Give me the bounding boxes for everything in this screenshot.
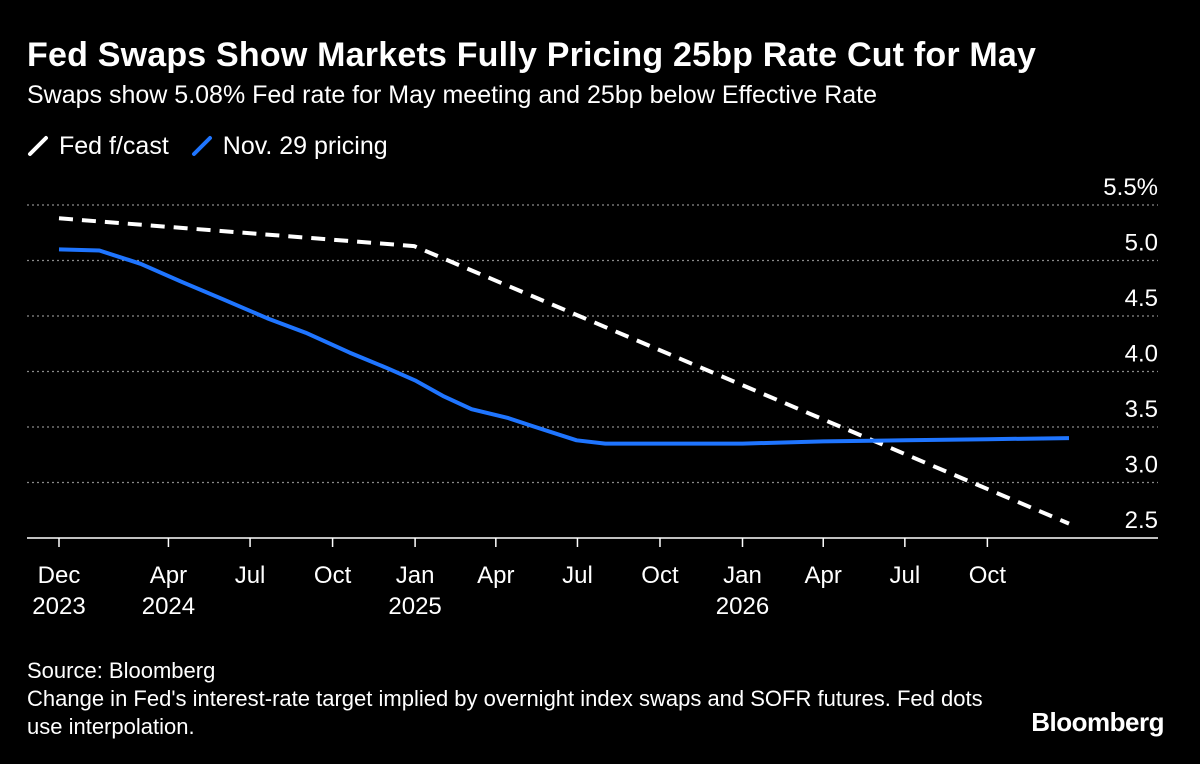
y-tick-label: 4.5 — [1125, 285, 1158, 312]
note-text: Change in Fed's interest-rate target imp… — [27, 686, 983, 739]
chart-legend: Fed f/cast Nov. 29 pricing — [27, 131, 410, 161]
x-tick-label: Oct — [314, 562, 352, 589]
x-tick-label: Apr — [805, 562, 842, 589]
y-tick-label: 5.5% — [1103, 174, 1158, 201]
legend-item-pricing: Nov. 29 pricing — [191, 132, 388, 161]
x-tick-label: Oct — [969, 562, 1007, 589]
x-tick-label: Jul — [890, 562, 921, 589]
chart-footer: Source: Bloomberg Change in Fed's intere… — [27, 657, 987, 741]
x-tick-label: Dec — [38, 562, 81, 589]
x-tick-label: Jan — [396, 562, 435, 589]
fed-forecast-line — [58, 216, 1070, 526]
x-tick-year-label: 2023 — [32, 593, 85, 620]
chart-title: Fed Swaps Show Markets Fully Pricing 25b… — [27, 36, 1037, 74]
source-text: Source: Bloomberg — [27, 658, 216, 683]
x-tick-year-label: 2026 — [716, 593, 769, 620]
bloomberg-logo: Bloomberg — [1031, 707, 1164, 737]
swaps-pricing-line — [58, 247, 1070, 446]
x-tick-label: Jul — [235, 562, 266, 589]
x-tick-label: Oct — [641, 562, 679, 589]
x-tick-year-label: 2025 — [388, 593, 441, 620]
chart-subtitle: Swaps show 5.08% Fed rate for May meetin… — [27, 81, 878, 109]
x-tick-label: Jul — [562, 562, 593, 589]
solid-line-swatch-icon — [191, 136, 212, 156]
x-tick-year-label: 2024 — [142, 593, 195, 620]
y-tick-label: 3.0 — [1125, 452, 1158, 479]
dashed-line-swatch-icon — [28, 136, 48, 156]
y-tick-label: 4.0 — [1125, 341, 1158, 368]
legend-label: Nov. 29 pricing — [222, 131, 388, 160]
x-tick-label: Apr — [150, 562, 187, 589]
x-tick-label: Apr — [477, 562, 514, 589]
legend-item-fed-forecast: Fed f/cast — [27, 132, 169, 161]
x-tick-label: Jan — [723, 562, 762, 589]
y-tick-label: 5.0 — [1125, 230, 1158, 257]
y-tick-label: 3.5 — [1125, 396, 1158, 423]
legend-label: Fed f/cast — [59, 131, 169, 160]
y-tick-label: 2.5 — [1125, 507, 1158, 534]
